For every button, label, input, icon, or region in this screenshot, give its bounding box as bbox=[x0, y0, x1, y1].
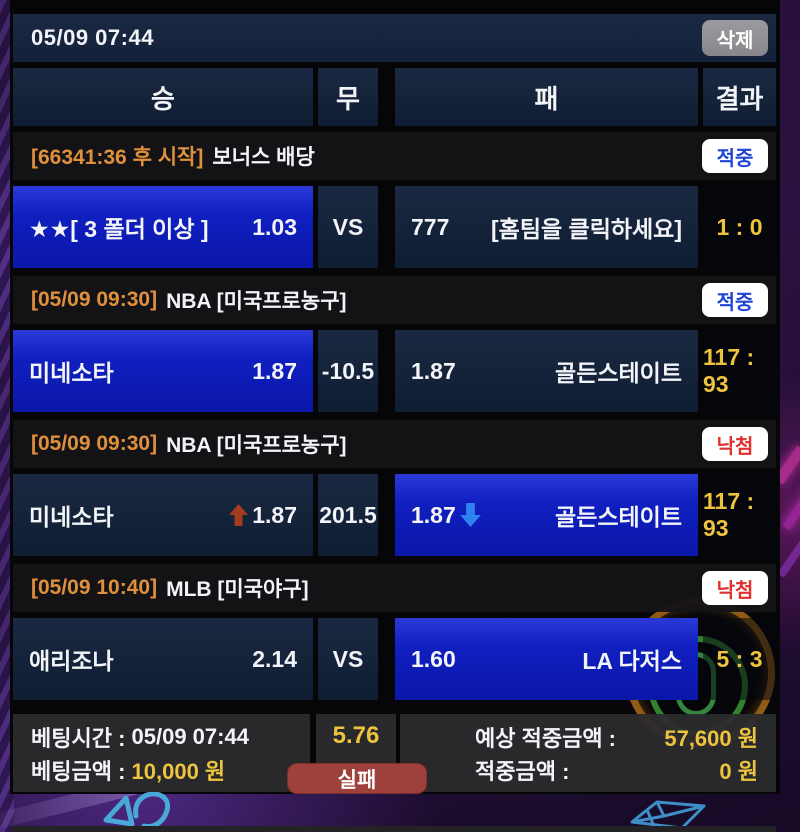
result-fail-badge: 실패 bbox=[287, 763, 427, 794]
score-cell: 117 : 93 bbox=[703, 330, 776, 412]
match-start-time: [05/09 10:40] bbox=[31, 576, 158, 599]
draw-value: VS bbox=[332, 213, 364, 240]
lose-odds: 1.60 bbox=[411, 645, 456, 672]
odds-down-arrow-icon bbox=[459, 503, 481, 527]
match-row: ★★[ 3 폴더 이상 ] 1.03 VS 777 [홈팀을 클릭하세요] 1 … bbox=[13, 186, 776, 268]
column-header-lose: 패 bbox=[395, 68, 698, 126]
lose-odds: 1.87 bbox=[411, 501, 456, 528]
bet-info-panel: 베팅시간 : 05/09 07:44 베팅금액 : 10,000 원 bbox=[13, 714, 310, 792]
home-team-label: ★★[ 3 폴더 이상 ] bbox=[29, 216, 209, 242]
handicap-cell[interactable]: -10.5 bbox=[318, 330, 378, 412]
match-league: MLB [미국야구] bbox=[166, 578, 309, 601]
status-badge: 낙첨 bbox=[702, 427, 768, 461]
away-team-label: LA 다저스 bbox=[582, 648, 682, 674]
status-badge: 적중 bbox=[702, 139, 768, 173]
match-row: 애리조나 2.14 VS 1.60 LA 다저스 5 : 3 bbox=[13, 618, 776, 700]
draw-value: VS bbox=[332, 645, 364, 672]
score-cell: 1 : 0 bbox=[703, 186, 776, 268]
column-header-win: 승 bbox=[13, 68, 313, 126]
actual-payout-value: 0 원 bbox=[719, 758, 758, 784]
match-league: NBA [미국프로농구] bbox=[166, 434, 347, 457]
match-start-time: [66341:36 후 시작] bbox=[31, 146, 204, 169]
status-badge: 적중 bbox=[702, 283, 768, 317]
match-row: 미네소타 1.87 201.5 1.87 골든스테이트 117 : 93 bbox=[13, 474, 776, 556]
slip-timestamp: 05/09 07:44 bbox=[31, 25, 154, 50]
lose-odds: 1.87 bbox=[411, 357, 456, 384]
match-meta-row: [05/09 09:30] NBA [미국프로농구] 낙첨 bbox=[13, 420, 776, 468]
magenta-streak-decoration bbox=[782, 487, 800, 531]
slip-summary: 베팅시간 : 05/09 07:44 베팅금액 : 10,000 원 5.76 … bbox=[13, 714, 776, 794]
pick-lose-cell[interactable]: 1.60 LA 다저스 bbox=[395, 618, 698, 700]
pick-win-cell[interactable]: 미네소타 1.87 bbox=[13, 330, 313, 412]
pick-lose-cell[interactable]: 1.87 골든스테이트 bbox=[395, 474, 698, 556]
expected-payout-label: 예상 적중금액 : bbox=[475, 725, 616, 751]
actual-payout-label: 적중금액 : bbox=[475, 758, 570, 784]
bet-time-value: 05/09 07:44 bbox=[131, 723, 249, 749]
draw-cell[interactable]: VS bbox=[318, 618, 378, 700]
pick-win-cell[interactable]: ★★[ 3 폴더 이상 ] 1.03 bbox=[13, 186, 313, 268]
win-odds: 1.87 bbox=[252, 501, 297, 528]
odds-up-arrow-icon bbox=[229, 504, 249, 526]
match-start-time: [05/09 09:30] bbox=[31, 288, 158, 311]
win-odds: 2.14 bbox=[252, 645, 297, 672]
slip-header-bar: 05/09 07:44 삭제 bbox=[13, 14, 776, 62]
lose-odds: 777 bbox=[411, 213, 450, 240]
handicap-value: -10.5 bbox=[321, 357, 375, 384]
match-meta-row: [05/09 09:30] NBA [미국프로농구] 적중 bbox=[13, 276, 776, 324]
away-team-label: [홈팀을 클릭하세요] bbox=[491, 216, 682, 242]
home-team-label: 미네소타 bbox=[29, 360, 114, 386]
home-team-label: 애리조나 bbox=[29, 648, 114, 674]
home-team-label: 미네소타 bbox=[29, 504, 114, 530]
payout-panel: 예상 적중금액 : 57,600 원 적중금액 : 0 원 bbox=[400, 714, 776, 792]
bet-time-label: 베팅시간 : bbox=[31, 725, 132, 751]
pick-win-cell[interactable]: 미네소타 1.87 bbox=[13, 474, 313, 556]
match-meta-row: [66341:36 후 시작] 보너스 배당 적중 bbox=[13, 132, 776, 180]
magenta-streak-decoration bbox=[777, 540, 800, 578]
away-team-label: 골든스테이트 bbox=[555, 360, 682, 386]
total-line-value: 201.5 bbox=[319, 501, 377, 528]
column-header-result: 결과 bbox=[703, 68, 776, 126]
pick-lose-cell[interactable]: 777 [홈팀을 클릭하세요] bbox=[395, 186, 698, 268]
match-league: NBA [미국프로농구] bbox=[166, 290, 347, 313]
total-odds-value: 5.76 bbox=[332, 722, 380, 749]
betting-slip-card: 05/09 07:44 삭제 승 무 패 결과 [66341:36 후 시작] … bbox=[13, 14, 776, 832]
match-start-time: [05/09 09:30] bbox=[31, 432, 158, 455]
magenta-streak-decoration bbox=[774, 445, 800, 485]
column-header-draw: 무 bbox=[318, 68, 378, 126]
draw-cell[interactable]: VS bbox=[318, 186, 378, 268]
column-header-row: 승 무 패 결과 bbox=[13, 68, 776, 126]
score-cell: 117 : 93 bbox=[703, 474, 776, 556]
bet-amount-label: 베팅금액 : bbox=[31, 758, 132, 784]
win-odds: 1.87 bbox=[252, 357, 297, 384]
pick-lose-cell[interactable]: 1.87 골든스테이트 bbox=[395, 330, 698, 412]
win-odds: 1.03 bbox=[252, 213, 297, 240]
pick-win-cell[interactable]: 애리조나 2.14 bbox=[13, 618, 313, 700]
away-team-label: 골든스테이트 bbox=[555, 504, 682, 530]
expected-payout-value: 57,600 원 bbox=[664, 725, 758, 751]
bet-amount-value: 10,000 원 bbox=[131, 758, 226, 784]
match-meta-row: [05/09 10:40] MLB [미국야구] 낙첨 bbox=[13, 564, 776, 612]
delete-button[interactable]: 삭제 bbox=[702, 20, 768, 56]
match-league: 보너스 배당 bbox=[212, 146, 315, 169]
match-row: 미네소타 1.87 -10.5 1.87 골든스테이트 117 : 93 bbox=[13, 330, 776, 412]
left-edge-neon-texture bbox=[0, 0, 14, 832]
status-badge: 낙첨 bbox=[702, 571, 768, 605]
total-line-cell[interactable]: 201.5 bbox=[318, 474, 378, 556]
score-cell: 5 : 3 bbox=[703, 618, 776, 700]
